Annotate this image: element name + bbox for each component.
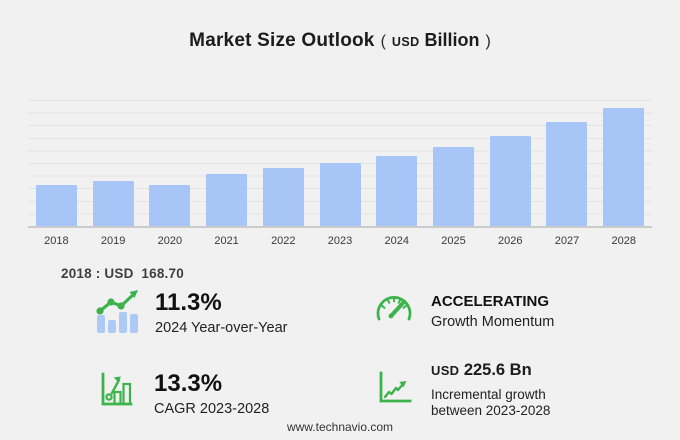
- chart-x-labels: 2018 2019 2020 2021 2022 2023 2024 2025 2026 2027…: [28, 235, 652, 247]
- speedometer-gauge-icon: [376, 296, 412, 321]
- chart-bar-2019[interactable]: [92, 180, 134, 226]
- bars-with-trend-line-icon: [96, 290, 138, 333]
- chart-bar-slot: [255, 100, 312, 226]
- chart-bar-slot: [85, 100, 142, 226]
- title-unit-billion: Billion: [424, 30, 480, 50]
- chart-bar-2026[interactable]: [489, 135, 531, 226]
- chart-bar-2018[interactable]: [35, 185, 77, 226]
- chart-bar-slot: [198, 100, 255, 226]
- title-text: Market Size Outlook: [189, 30, 375, 51]
- chart-bar-2024[interactable]: [376, 155, 418, 226]
- chart-bar-slot: [482, 100, 539, 226]
- chart-bar-slot: [28, 100, 85, 226]
- stat-momentum-value: ACCELERATING: [431, 293, 550, 310]
- chart-bar-2022[interactable]: [262, 168, 304, 226]
- x-tick-label-2018: 2018: [44, 235, 69, 247]
- chart-bar-2027[interactable]: [546, 122, 588, 226]
- stat-cagr: 13.3% CAGR 2023-2028: [154, 371, 269, 418]
- chart-bar-2028[interactable]: [603, 108, 645, 226]
- chart-bar-2021[interactable]: [206, 174, 248, 226]
- stat-incremental-value-row: USD 225.6 Bn: [431, 361, 550, 380]
- x-tick-label-2019: 2019: [100, 235, 126, 247]
- stat-cagr-label: CAGR 2023-2028: [154, 401, 270, 417]
- stat-yoy-label: 2024 Year-over-Year: [155, 320, 288, 336]
- stat-incremental-label-1: Incremental growth: [431, 387, 546, 402]
- title-paren-close: ): [485, 33, 491, 50]
- chart-bar-slot: [539, 100, 596, 226]
- stat-momentum-label: Growth Momentum: [431, 314, 555, 330]
- title-paren-open: (: [380, 33, 386, 50]
- chart-bar-2025[interactable]: [433, 147, 474, 226]
- chart-bar-slot: [595, 100, 652, 226]
- x-tick-label-2023: 2023: [327, 235, 353, 247]
- chart-bar-slot: [141, 100, 198, 226]
- x-tick-label-2025: 2025: [441, 235, 466, 247]
- x-tick-label-2020: 2020: [157, 235, 183, 247]
- x-tick-label-2022: 2022: [271, 235, 296, 247]
- stat-cagr-value: 13.3%: [154, 370, 223, 397]
- x-tick-label-2024: 2024: [384, 235, 410, 247]
- chart-bars: [28, 100, 652, 226]
- chart-title: Market Size Outlook ( USD Billion ): [0, 30, 680, 56]
- stat-incremental-value: 225.6 Bn: [463, 361, 532, 379]
- chart-bar-slot: [368, 100, 425, 226]
- x-tick-label-2028: 2028: [611, 235, 636, 247]
- value-readout-2018: 2018 : USD 168.70: [61, 266, 184, 281]
- chart-bar-slot: [425, 100, 482, 226]
- x-tick-label-2021: 2021: [214, 235, 239, 247]
- stat-yoy-value: 11.3%: [155, 289, 222, 316]
- title-unit-usd: USD: [391, 35, 420, 49]
- stat-yoy: 11.3% 2024 Year-over-Year: [155, 290, 287, 337]
- stat-incremental-usd: USD: [431, 363, 460, 378]
- chart-bar-2023[interactable]: [319, 163, 361, 226]
- website-link[interactable]: www.technavio.com: [286, 420, 394, 434]
- x-tick-label-2026: 2026: [498, 235, 523, 247]
- stat-incremental-label-2: between 2023-2028: [431, 402, 551, 418]
- chart-bar-2020[interactable]: [149, 184, 191, 226]
- stat-incremental: USD 225.6 Bn Incremental growth between …: [431, 361, 550, 418]
- axes-trend-arrow-icon: [379, 371, 412, 403]
- framed-bar-growth-icon: [101, 372, 133, 406]
- stat-momentum: ACCELERATING Growth Momentum: [431, 293, 554, 331]
- x-tick-label-2027: 2027: [554, 235, 580, 247]
- chart-bar-slot: [312, 100, 369, 226]
